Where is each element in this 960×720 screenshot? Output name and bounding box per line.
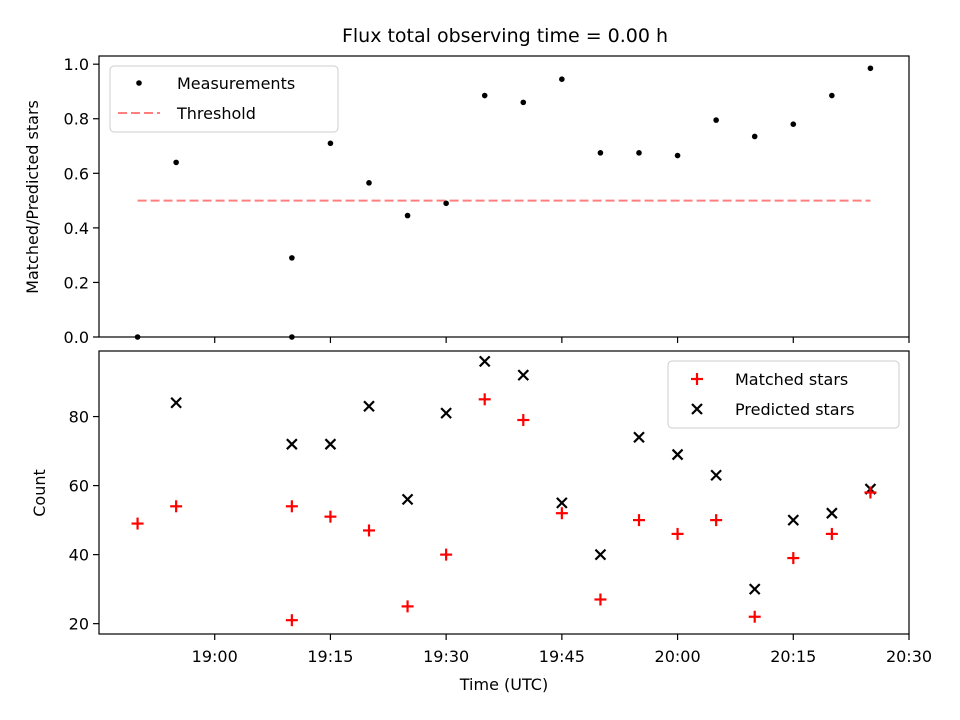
measurement-point — [751, 133, 758, 140]
ratio-y-tick-label: 0.2 — [64, 273, 89, 292]
count-x-tick-label: 20:30 — [886, 647, 932, 666]
predicted-point — [517, 369, 530, 381]
matched-point — [285, 500, 298, 513]
ratio-y-tick-label: 0.4 — [64, 219, 89, 238]
legend-predicted-label: Predicted stars — [735, 400, 855, 419]
measurement-point — [674, 152, 681, 159]
ratio-y-tick-label: 1.0 — [64, 55, 89, 74]
predicted-point — [286, 438, 298, 450]
legend-matched-label: Matched stars — [735, 370, 848, 389]
predicted-point — [748, 583, 761, 595]
count-y-tick-label: 60 — [69, 477, 89, 496]
count-y-tick-label: 80 — [69, 408, 89, 427]
legend-threshold-label: Threshold — [176, 104, 256, 123]
matched-point — [401, 600, 414, 613]
predicted-point — [324, 438, 337, 450]
measurement-point — [636, 150, 642, 156]
count-panel: 20 40 60 80 19:00 19:15 19:30 19:45 20:00 20:15 20… — [30, 350, 932, 694]
predicted-point — [440, 407, 452, 419]
count-y-tick-label: 40 — [69, 546, 89, 565]
predicted-point — [787, 514, 800, 526]
measurement-point — [713, 117, 719, 123]
matched-point — [633, 514, 645, 527]
matched-point — [131, 517, 144, 530]
matched-point — [170, 500, 183, 513]
predicted-point — [556, 497, 568, 509]
count-y-axis-label: Count — [30, 469, 49, 517]
measurement-point — [366, 180, 372, 186]
measurement-point — [790, 121, 797, 128]
predicted-point — [826, 507, 838, 519]
matched-point — [787, 552, 800, 565]
predicted-point — [478, 355, 491, 368]
matched-point — [671, 527, 684, 540]
measurement-point — [289, 255, 295, 261]
matched-point — [825, 527, 838, 540]
ratio-y-tick-label: 0.0 — [64, 328, 89, 347]
measurement-point — [867, 65, 874, 72]
chart-title: Flux total observing time = 0.00 h — [342, 25, 668, 47]
count-legend-box — [667, 360, 900, 429]
predicted-point — [633, 431, 645, 444]
matched-point — [363, 524, 375, 537]
predicted-point — [710, 469, 722, 482]
count-x-tick-label: 19:15 — [307, 647, 353, 666]
measurement-point — [597, 150, 604, 156]
measurement-point — [327, 140, 334, 147]
matched-point — [710, 514, 723, 527]
predicted-point — [671, 448, 684, 461]
measurement-point — [559, 76, 565, 82]
legend-measurements-label: Measurements — [177, 74, 295, 93]
matched-point — [864, 486, 877, 499]
measurement-point — [829, 92, 835, 99]
predicted-point — [594, 548, 607, 561]
measurement-point — [404, 212, 411, 219]
legend-matched-marker — [691, 373, 703, 385]
count-x-tick-label: 19:00 — [192, 647, 238, 666]
measurement-point — [173, 159, 179, 166]
x-axis-label: Time (UTC) — [459, 675, 548, 694]
legend-measurements-marker — [136, 80, 142, 86]
matched-point — [748, 610, 761, 623]
matched-point — [285, 614, 298, 627]
matched-point — [555, 507, 568, 520]
matched-point — [478, 393, 491, 406]
matched-point — [594, 593, 607, 606]
predicted-point — [170, 396, 182, 409]
count-y-tick-label: 20 — [69, 615, 89, 634]
measurement-point — [520, 99, 527, 106]
measurement-point — [443, 200, 449, 207]
count-x-tick-label: 20:00 — [655, 647, 701, 666]
predicted-point — [401, 493, 414, 506]
count-legend: Matched stars Predicted stars — [667, 360, 900, 429]
matched-point — [324, 510, 337, 523]
ratio-legend-box — [109, 65, 339, 133]
ratio-y-axis-label: Matched/Predicted stars — [23, 100, 42, 294]
measurement-point — [481, 92, 488, 99]
matched-point — [440, 548, 453, 561]
count-x-tick-label: 20:15 — [770, 647, 816, 666]
ratio-panel: 0.0 0.2 0.4 0.6 0.8 1.0 Measurements Threshol… — [23, 55, 910, 347]
ratio-legend: Measurements Threshold — [109, 65, 339, 133]
ratio-y-tick-label: 0.6 — [64, 164, 89, 183]
matched-point — [517, 414, 530, 427]
legend-predicted-marker — [691, 403, 703, 415]
count-x-tick-label: 19:45 — [539, 647, 585, 666]
count-panel-frame — [98, 350, 910, 635]
predicted-point — [363, 400, 375, 412]
ratio-y-tick-label: 0.8 — [64, 110, 89, 129]
count-x-tick-label: 19:30 — [423, 647, 469, 666]
ratio-panel-frame — [98, 55, 910, 338]
